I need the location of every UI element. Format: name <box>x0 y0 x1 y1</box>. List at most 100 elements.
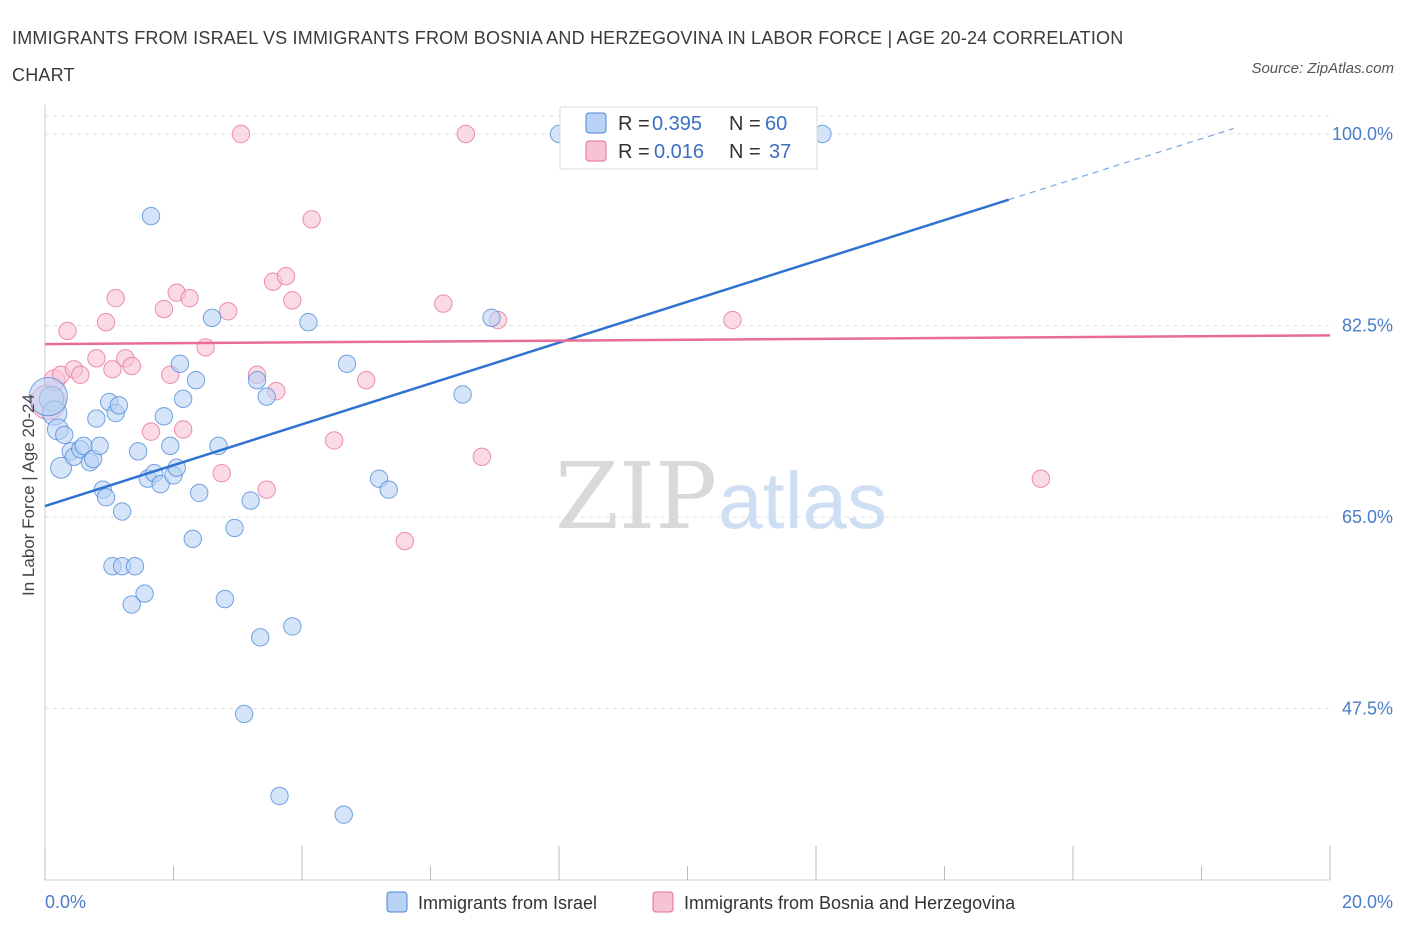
israel-point-55 <box>482 308 501 328</box>
israel-point-40 <box>215 589 235 609</box>
legend-r-label-1: R = <box>618 113 650 135</box>
watermark-zip: ZIP <box>555 443 717 550</box>
israel-point-41 <box>225 518 244 538</box>
israel-trend-line <box>44 198 1010 508</box>
trend-lines <box>44 127 1331 508</box>
israel-point-28 <box>151 474 170 494</box>
israel-points <box>28 124 832 824</box>
series-legend-swatch-israel <box>386 891 408 913</box>
bosnia-point-26 <box>276 267 296 286</box>
series-legend-israel: Immigrants from Israel <box>418 893 597 913</box>
bosnia-point-19 <box>212 464 231 483</box>
israel-point-29 <box>154 407 174 426</box>
israel-point-53 <box>379 480 398 499</box>
bosnia-point-7 <box>96 313 116 332</box>
israel-point-21 <box>125 557 145 576</box>
israel-point-45 <box>251 628 270 647</box>
israel-point-54 <box>453 385 472 404</box>
bosnia-point-16 <box>173 420 193 439</box>
israel-point-3 <box>50 456 72 479</box>
bosnia-point-3 <box>58 321 77 341</box>
legend-n-label-1: N = <box>729 113 761 135</box>
israel-point-24 <box>135 584 154 603</box>
x-tick-max: 20.0% <box>1342 892 1393 912</box>
israel-point-11 <box>87 409 106 428</box>
watermark-atlas: atlas <box>718 456 887 545</box>
bosnia-point-20 <box>218 302 238 321</box>
legend-n-value-1: 60 <box>765 113 787 135</box>
israel-point-49 <box>299 313 318 332</box>
israel-point-4 <box>55 425 74 445</box>
bosnia-point-30 <box>357 371 376 390</box>
bosnia-point-8 <box>103 360 122 379</box>
y-tick-label-3: 100.0% <box>1332 124 1393 144</box>
israel-point-50 <box>334 805 353 824</box>
israel-point-36 <box>186 371 206 390</box>
legend-n-label-2: N = <box>729 141 761 163</box>
bosnia-point-31 <box>395 531 414 551</box>
israel-point-47 <box>270 786 289 806</box>
israel-trend-extension <box>1008 127 1234 201</box>
bosnia-point-13 <box>154 299 174 319</box>
israel-point-43 <box>241 491 260 510</box>
bosnia-point-9 <box>106 288 125 308</box>
israel-point-44 <box>247 371 267 390</box>
legend-swatch-israel <box>585 112 607 134</box>
legend-r-label-2: R = <box>618 141 650 163</box>
y-tick-label-1: 65.0% <box>1342 507 1393 527</box>
watermark: ZIP atlas <box>555 443 887 550</box>
israel-point-22 <box>122 595 141 614</box>
israel-point-34 <box>173 389 193 409</box>
israel-point-48 <box>283 617 302 636</box>
bosnia-point-6 <box>87 349 106 368</box>
israel-point-35 <box>183 529 202 549</box>
chart-title: IMMIGRANTS FROM ISRAEL VS IMMIGRANTS FRO… <box>12 28 1124 85</box>
series-legend-swatch-bosnia <box>652 891 674 913</box>
israel-point-38 <box>202 308 222 328</box>
bosnia-point-5 <box>71 365 90 384</box>
y-tick-label-2: 82.5% <box>1342 316 1393 336</box>
bosnia-point-18 <box>196 338 215 357</box>
israel-point-46 <box>257 387 276 406</box>
bosnia-point-34 <box>472 447 492 467</box>
stats-legend: R = 0.395 N = 60 R = 0.016 N = 37 <box>559 106 818 170</box>
x-tick-min: 0.0% <box>45 892 86 912</box>
israel-point-18 <box>112 502 132 521</box>
y-tick-label-0: 47.5% <box>1342 699 1393 719</box>
israel-point-14 <box>96 488 116 507</box>
israel-point-26 <box>141 206 161 226</box>
bosnia-point-23 <box>257 480 276 499</box>
bosnia-point-33 <box>456 124 476 144</box>
bosnia-point-12 <box>141 422 161 441</box>
bosnia-point-28 <box>302 210 321 229</box>
axes <box>44 105 1331 881</box>
bosnia-point-29 <box>324 431 344 450</box>
israel-point-33 <box>170 354 190 373</box>
source-note: Source: ZipAtlas.com <box>1251 60 1394 77</box>
legend-n-value-2: 37 <box>769 141 791 163</box>
bosnia-point-37 <box>1031 469 1051 488</box>
bosnia-point-11 <box>122 356 141 376</box>
israel-point-23 <box>128 442 148 461</box>
bosnia-point-27 <box>283 291 302 310</box>
legend-r-value-2: 0.016 <box>654 141 704 163</box>
israel-point-37 <box>190 483 209 503</box>
series-legend: Immigrants from Israel Immigrants from B… <box>386 891 1016 913</box>
legend-swatch-bosnia <box>585 140 607 162</box>
grid-lines <box>45 115 1330 709</box>
israel-point-42 <box>234 704 254 724</box>
y-axis-label: In Labor Force | Age 20-24 <box>19 394 38 596</box>
israel-point-17 <box>109 396 129 415</box>
israel-point-12 <box>90 436 109 456</box>
legend-r-value-1: 0.395 <box>652 113 702 135</box>
israel-point-30 <box>161 436 180 456</box>
series-legend-bosnia: Immigrants from Bosnia and Herzegovina <box>684 893 1016 913</box>
bosnia-point-21 <box>231 124 251 144</box>
israel-point-59 <box>28 376 68 417</box>
y-tick-labels: 47.5% 65.0% 82.5% 100.0% <box>1332 124 1393 719</box>
bosnia-point-36 <box>723 310 742 330</box>
bosnia-point-32 <box>434 294 453 313</box>
israel-point-51 <box>337 354 357 373</box>
bosnia-trend-line <box>44 334 1331 346</box>
